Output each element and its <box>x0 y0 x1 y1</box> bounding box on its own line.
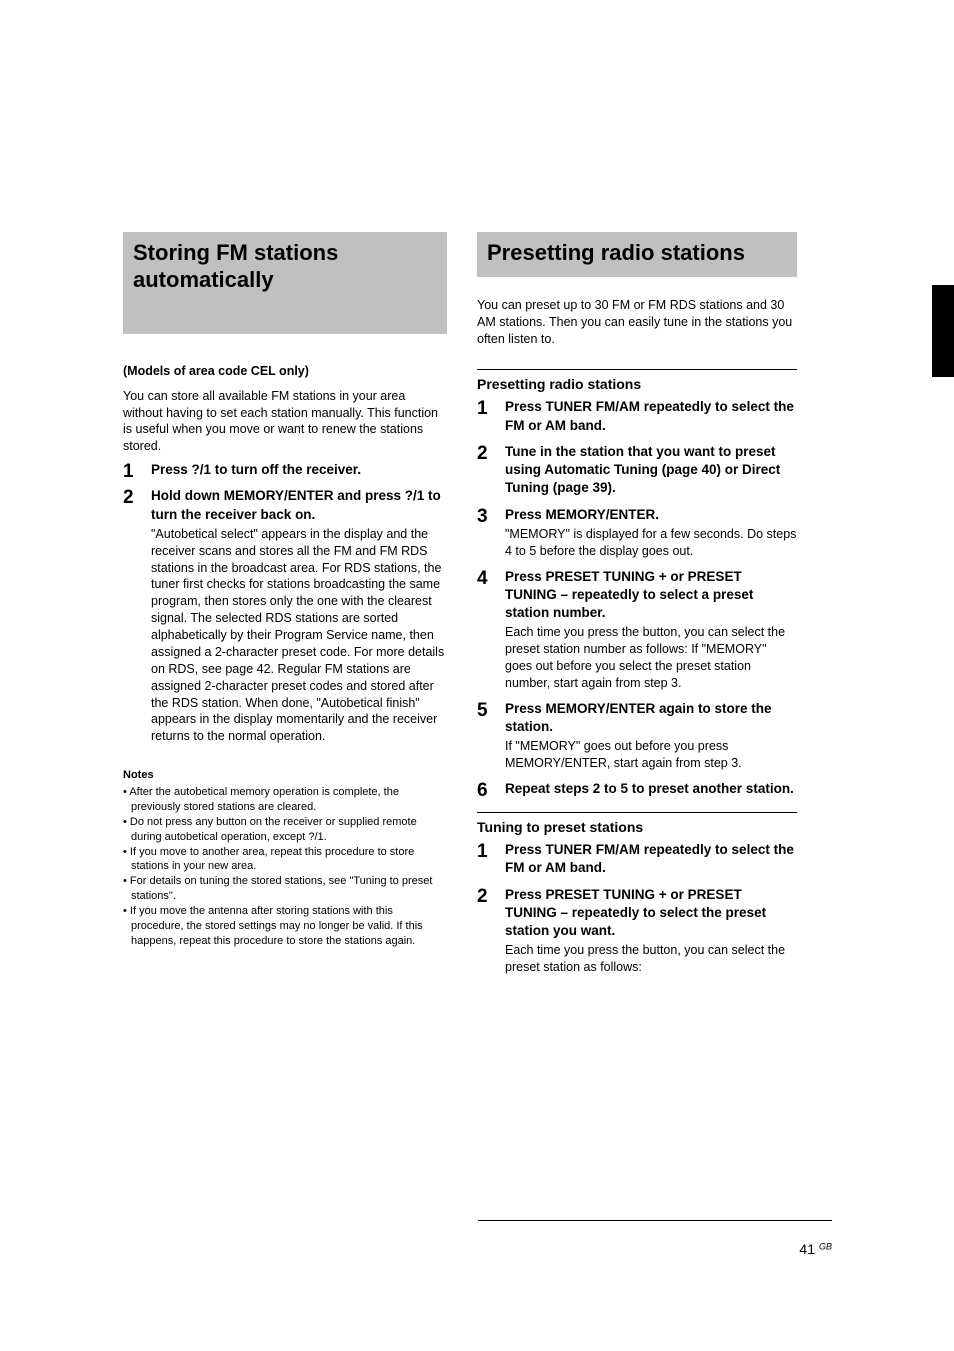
tune-step-2-head: Press PRESET TUNING + or PRESET TUNING –… <box>505 887 766 938</box>
rule-2 <box>477 812 797 813</box>
note-5: If you move the antenna after storing st… <box>123 904 447 949</box>
side-tab <box>932 285 954 377</box>
left-heading-bar: Storing FM stations automatically <box>123 232 447 334</box>
preset-section-heading: Presetting radio stations <box>477 376 797 392</box>
left-subhead: (Models of area code CEL only) <box>123 364 447 378</box>
note-4: For details on tuning the stored station… <box>123 874 447 904</box>
right-heading-bar: Presetting radio stations <box>477 232 797 277</box>
preset-step-3: Press MEMORY/ENTER. "MEMORY" is displaye… <box>477 506 797 560</box>
left-intro: You can store all available FM stations … <box>123 388 447 456</box>
preset-step-5: Press MEMORY/ENTER again to store the st… <box>477 700 797 772</box>
preset-step-2-head: Tune in the station that you want to pre… <box>505 444 780 495</box>
note-1: After the autobetical memory operation i… <box>123 785 447 815</box>
left-heading: Storing FM stations automatically <box>133 240 437 294</box>
tune-step-2-body: Each time you press the button, you can … <box>505 942 797 976</box>
preset-step-6-head: Repeat steps 2 to 5 to preset another st… <box>505 781 794 796</box>
right-column: Presetting radio stations You can preset… <box>477 232 797 984</box>
preset-step-4: Press PRESET TUNING + or PRESET TUNING –… <box>477 568 797 692</box>
left-column: Storing FM stations automatically (Model… <box>123 232 447 984</box>
rule-1 <box>477 369 797 370</box>
page-number: 41 <box>799 1241 815 1257</box>
notes-list: After the autobetical memory operation i… <box>123 785 447 948</box>
preset-step-3-body: "MEMORY" is displayed for a few seconds.… <box>505 526 797 560</box>
left-step-1: Press ?/1 to turn off the receiver. <box>123 461 447 479</box>
preset-step-5-head: Press MEMORY/ENTER again to store the st… <box>505 701 772 734</box>
tune-section-heading: Tuning to preset stations <box>477 819 797 835</box>
right-intro: You can preset up to 30 FM or FM RDS sta… <box>477 297 797 348</box>
note-3: If you move to another area, repeat this… <box>123 845 447 875</box>
preset-step-5-body: If "MEMORY" goes out before you press ME… <box>505 738 797 772</box>
tune-step-1: Press TUNER FM/AM repeatedly to select t… <box>477 841 797 877</box>
footer: 41 GB <box>799 1241 832 1257</box>
note-2: Do not press any button on the receiver … <box>123 815 447 845</box>
tune-steps: Press TUNER FM/AM repeatedly to select t… <box>477 841 797 976</box>
left-step-2-head: Hold down MEMORY/ENTER and press ?/1 to … <box>151 488 441 521</box>
preset-steps: Press TUNER FM/AM repeatedly to select t… <box>477 398 797 798</box>
page-label: GB <box>819 1241 832 1251</box>
preset-step-2: Tune in the station that you want to pre… <box>477 443 797 498</box>
preset-step-3-head: Press MEMORY/ENTER. <box>505 507 659 522</box>
preset-step-1: Press TUNER FM/AM repeatedly to select t… <box>477 398 797 434</box>
right-heading: Presetting radio stations <box>487 240 787 267</box>
preset-step-6: Repeat steps 2 to 5 to preset another st… <box>477 780 797 798</box>
preset-step-4-body: Each time you press the button, you can … <box>505 624 797 692</box>
left-step-1-head: Press ?/1 to turn off the receiver. <box>151 462 361 477</box>
tune-step-1-head: Press TUNER FM/AM repeatedly to select t… <box>505 842 794 875</box>
preset-step-4-head: Press PRESET TUNING + or PRESET TUNING –… <box>505 569 753 620</box>
left-step-2: Hold down MEMORY/ENTER and press ?/1 to … <box>123 487 447 745</box>
preset-step-1-head: Press TUNER FM/AM repeatedly to select t… <box>505 399 794 432</box>
tune-step-2: Press PRESET TUNING + or PRESET TUNING –… <box>477 886 797 976</box>
notes-heading: Notes <box>123 769 447 781</box>
footer-rule <box>478 1220 832 1221</box>
left-steps: Press ?/1 to turn off the receiver. Hold… <box>123 461 447 745</box>
left-step-2-body: "Autobetical select" appears in the disp… <box>151 526 447 745</box>
